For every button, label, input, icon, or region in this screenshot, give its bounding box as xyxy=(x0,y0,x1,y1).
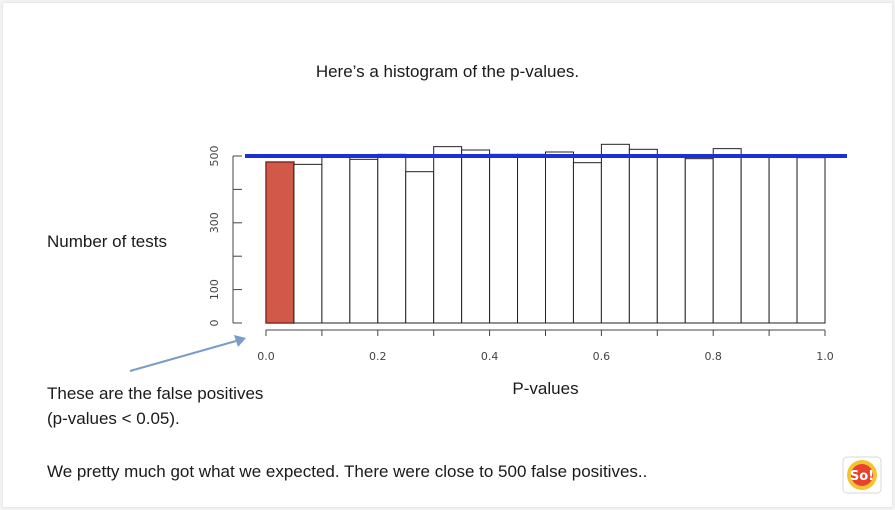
histogram-bar xyxy=(545,151,574,324)
logo-text: So! xyxy=(850,469,874,484)
x-tick-label: 0.0 xyxy=(257,350,275,363)
y-tick-label: 500 xyxy=(208,146,221,167)
histogram-bar xyxy=(712,148,742,324)
histogram-bar xyxy=(405,171,435,324)
histogram-bar xyxy=(433,146,463,324)
side-axis-label: Number of tests xyxy=(47,232,167,251)
histogram-bar xyxy=(656,155,686,324)
x-axis-label: P-values xyxy=(512,379,578,398)
y-tick-label: 300 xyxy=(208,212,221,233)
histogram-bar xyxy=(489,153,519,324)
x-tick-label: 1.0 xyxy=(816,350,834,363)
histogram-bar xyxy=(377,153,407,324)
histogram-bar xyxy=(628,148,658,324)
x-tick-label: 0.2 xyxy=(369,350,387,363)
histogram-bar xyxy=(600,143,630,324)
x-tick-label: 0.8 xyxy=(704,350,722,363)
histogram-bar xyxy=(349,158,379,324)
histogram-bar xyxy=(461,149,491,324)
histogram-bar xyxy=(572,162,602,324)
histogram-bar-highlight xyxy=(265,161,295,324)
x-tick-label: 0.6 xyxy=(593,350,611,363)
false-positive-note-condition: (p-values < 0.05). xyxy=(47,409,180,428)
x-tick-label: 0.4 xyxy=(481,350,499,363)
histogram-bar xyxy=(517,153,546,324)
false-positive-note: These are the false positives xyxy=(47,384,264,403)
annotation-arrow-shaft xyxy=(129,340,237,372)
histogram-bar xyxy=(321,154,351,324)
channel-logo-icon: So! xyxy=(842,456,882,494)
conclusion-text: We pretty much got what we expected. The… xyxy=(47,462,648,481)
y-tick-label: 100 xyxy=(208,279,221,300)
slide-title: Here’s a histogram of the p-values. xyxy=(315,62,580,81)
histogram-bar xyxy=(740,155,770,324)
histogram-bar xyxy=(768,155,798,324)
histogram-bar xyxy=(293,163,323,324)
histogram-bar xyxy=(796,157,826,324)
annotation-arrow-head xyxy=(234,335,246,347)
y-tick-label: 0 xyxy=(208,320,221,327)
histogram-bar xyxy=(684,158,714,324)
